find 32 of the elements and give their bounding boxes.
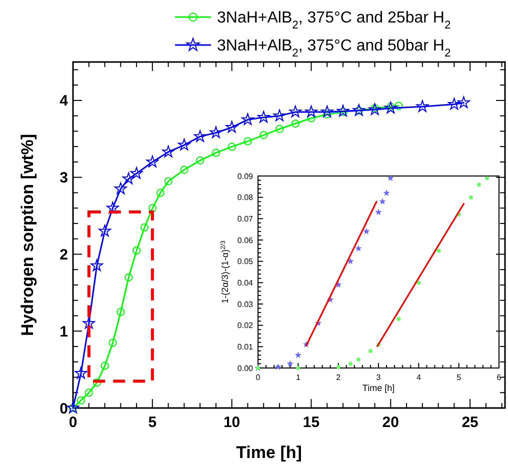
x-axis-title: Time [h] — [362, 383, 395, 393]
y-tick-label: 0.01 — [237, 342, 254, 352]
y-tick-label: 0.02 — [237, 321, 254, 330]
y-tick-label: 0.09 — [237, 172, 254, 181]
y-tick-label: 1 — [60, 323, 68, 340]
y-tick-label: 3 — [60, 170, 68, 187]
x-tick-label: 5 — [456, 373, 462, 382]
y-tick-label: 0.04 — [237, 278, 254, 288]
x-tick-label: 1 — [296, 373, 301, 382]
y-tick-label: 0.03 — [237, 300, 254, 309]
y-tick-label: 0.08 — [237, 193, 254, 202]
legend-label: 3NaH+AlB$_{2}$, 375°C and 50bar H$_{2}$ — [217, 38, 451, 60]
x-tick-label: 0 — [256, 373, 261, 382]
legend-label: 3NaH+AlB$_{2}$, 375°C and 25bar H$_{2}$ — [217, 10, 451, 32]
x-axis-title: Time [h] — [236, 443, 302, 462]
y-axis-title: Hydrogen sorption [wt%] — [18, 134, 37, 336]
y-tick-label: 0.05 — [237, 257, 254, 266]
x-tick-label: 20 — [382, 414, 399, 431]
y-tick-label: 2 — [60, 246, 68, 264]
x-tick-label: 15 — [302, 414, 320, 431]
y-tick-label: 0.06 — [237, 236, 254, 245]
x-tick-label: 10 — [223, 414, 240, 431]
x-tick-label: 3 — [376, 373, 382, 382]
x-tick-label: 6 — [496, 373, 502, 382]
y-tick-label: 0.00 — [237, 364, 254, 373]
x-tick-label: 2 — [336, 373, 342, 382]
y-tick-label: 0.07 — [237, 214, 254, 224]
x-tick-label: 4 — [416, 373, 422, 382]
x-tick-label: 5 — [148, 414, 157, 431]
x-tick-label: 25 — [462, 414, 478, 431]
y-tick-label: 4 — [60, 92, 69, 110]
y-tick-label: 0 — [60, 400, 68, 418]
